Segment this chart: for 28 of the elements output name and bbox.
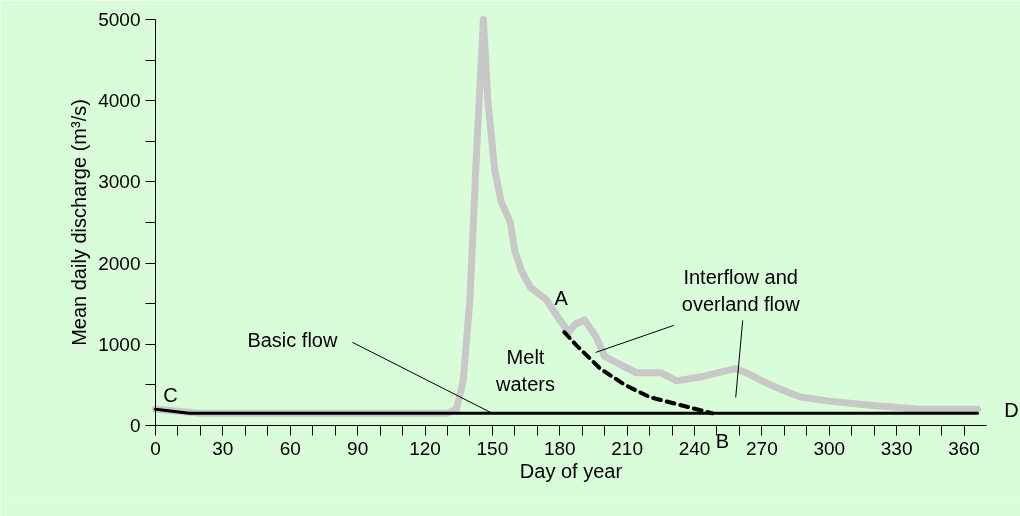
x-tick-label: 210 xyxy=(611,437,643,459)
annotation: D xyxy=(1004,399,1019,422)
y-axis-title: Mean daily discharge (m³/s) xyxy=(68,99,91,346)
y-tick-label: 1000 xyxy=(98,333,141,355)
x-tick-label: 0 xyxy=(150,437,161,459)
annotation: B xyxy=(715,430,730,453)
annotation: Interflow and overland flow xyxy=(681,266,801,315)
x-tick-label: 270 xyxy=(746,437,778,459)
x-tick-label: 240 xyxy=(678,437,711,459)
x-axis-title: Day of year xyxy=(519,459,623,482)
annotation: Basic flow xyxy=(247,329,338,352)
y-tick-label: 2000 xyxy=(98,252,141,274)
x-tick-label: 330 xyxy=(880,437,913,459)
x-tick-label: 150 xyxy=(476,437,509,459)
x-tick-label: 60 xyxy=(279,437,301,459)
annotation: Melt waters xyxy=(495,346,555,395)
x-tick-label: 360 xyxy=(948,437,980,459)
x-tick-label: 300 xyxy=(813,437,846,459)
y-tick-label: 4000 xyxy=(98,90,141,112)
x-tick-label: 90 xyxy=(347,437,369,459)
annotation: C xyxy=(163,384,178,407)
y-tick-label: 3000 xyxy=(98,171,141,193)
x-tick-label: 180 xyxy=(543,437,576,459)
y-tick-label: 5000 xyxy=(98,9,141,30)
y-tick-label: 0 xyxy=(129,415,141,436)
x-tick-label: 120 xyxy=(409,437,441,459)
x-tick-label: 30 xyxy=(212,437,234,459)
annotation: A xyxy=(554,287,569,310)
